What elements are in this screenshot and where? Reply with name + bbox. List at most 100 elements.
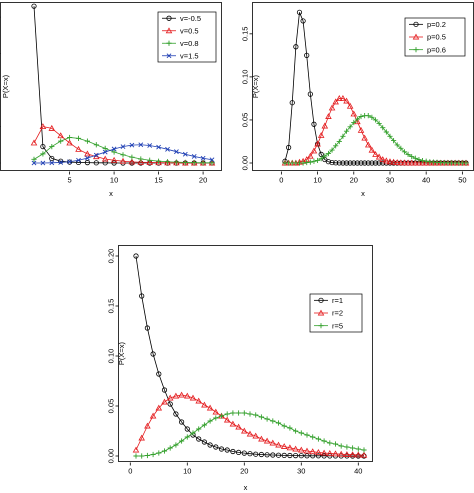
data-point (229, 420, 237, 427)
data-point (209, 157, 215, 163)
data-point (144, 325, 150, 331)
data-point (351, 119, 357, 126)
data-point (49, 160, 55, 166)
data-point (340, 133, 346, 139)
data-point (161, 448, 168, 454)
data-point (155, 404, 163, 411)
data-point (314, 140, 321, 147)
data-point (369, 114, 375, 120)
data-point (350, 445, 356, 451)
data-point (310, 147, 318, 154)
data-point (281, 423, 287, 429)
data-point (138, 142, 144, 148)
legend-label: p=0.2 (427, 20, 446, 29)
series-line (33, 126, 212, 164)
data-point (196, 426, 202, 432)
data-point (351, 160, 357, 166)
data-point (293, 44, 299, 50)
data-point (146, 159, 153, 165)
data-point (101, 155, 109, 162)
data-point (149, 412, 157, 419)
data-point (325, 159, 332, 165)
data-point (355, 451, 362, 458)
data-point (332, 441, 339, 447)
legend-marker (317, 309, 325, 316)
x-tick-label: 20 (240, 467, 248, 476)
data-point (31, 156, 37, 162)
data-point (182, 151, 188, 157)
data-point (263, 437, 271, 444)
data-point (360, 451, 368, 458)
data-point (66, 139, 73, 146)
data-point (270, 418, 276, 424)
data-point (357, 126, 365, 133)
data-point (206, 404, 214, 411)
data-point (200, 160, 206, 166)
data-point (253, 412, 259, 418)
data-point (150, 451, 156, 458)
data-point (189, 394, 197, 401)
series-circle-1 (133, 253, 367, 459)
data-point (286, 144, 292, 151)
series-plus-3 (282, 113, 469, 166)
data-point (75, 135, 82, 141)
data-point (191, 160, 197, 166)
data-point (416, 156, 422, 163)
data-point (315, 453, 321, 459)
legend-marker (412, 33, 420, 40)
data-point (293, 428, 299, 434)
data-point (147, 143, 153, 148)
data-point (207, 418, 213, 424)
data-point (307, 91, 313, 97)
data-point (286, 444, 294, 451)
legend-marker (165, 27, 173, 34)
data-point (178, 391, 185, 398)
data-point (343, 451, 351, 457)
data-point (412, 159, 419, 166)
data-point (167, 401, 173, 407)
x-tick-label: 10 (313, 176, 321, 185)
legend-label: v=0.5 (180, 26, 199, 35)
data-point (419, 159, 426, 166)
data-point (172, 392, 180, 399)
data-point (358, 113, 364, 120)
data-point (144, 452, 150, 459)
data-point (164, 159, 171, 166)
data-point (110, 156, 118, 163)
data-point (292, 452, 299, 459)
data-point (347, 160, 353, 166)
legend-marker (166, 53, 172, 59)
data-point (401, 159, 408, 166)
data-point (139, 453, 145, 459)
data-point (343, 160, 350, 166)
data-point (362, 160, 368, 166)
data-point (201, 439, 207, 445)
x-tick-label: 10 (183, 467, 191, 476)
data-point (386, 158, 394, 165)
data-point (201, 422, 207, 428)
data-point (404, 159, 412, 166)
data-point (138, 156, 144, 162)
data-point (315, 436, 321, 442)
data-point (412, 155, 418, 161)
legend-marker (413, 47, 419, 53)
data-point (321, 453, 327, 459)
chart-1: 51015200.00.20.40.60.8xP(X=x)v=-0.5v=0.5… (0, 2, 222, 198)
data-point (376, 160, 382, 166)
data-point (337, 450, 345, 457)
data-point (184, 426, 190, 432)
series-line (135, 255, 364, 457)
legend-label: p=0.5 (427, 33, 446, 42)
data-point (129, 142, 135, 148)
data-point (372, 117, 379, 123)
x-tick-label: 30 (297, 467, 305, 476)
data-point (354, 116, 360, 122)
legend-marker (166, 15, 172, 21)
data-point (321, 438, 327, 444)
data-point (423, 158, 429, 164)
data-point (298, 430, 304, 436)
data-point (111, 146, 117, 152)
data-point (350, 110, 358, 117)
data-point (310, 434, 316, 440)
